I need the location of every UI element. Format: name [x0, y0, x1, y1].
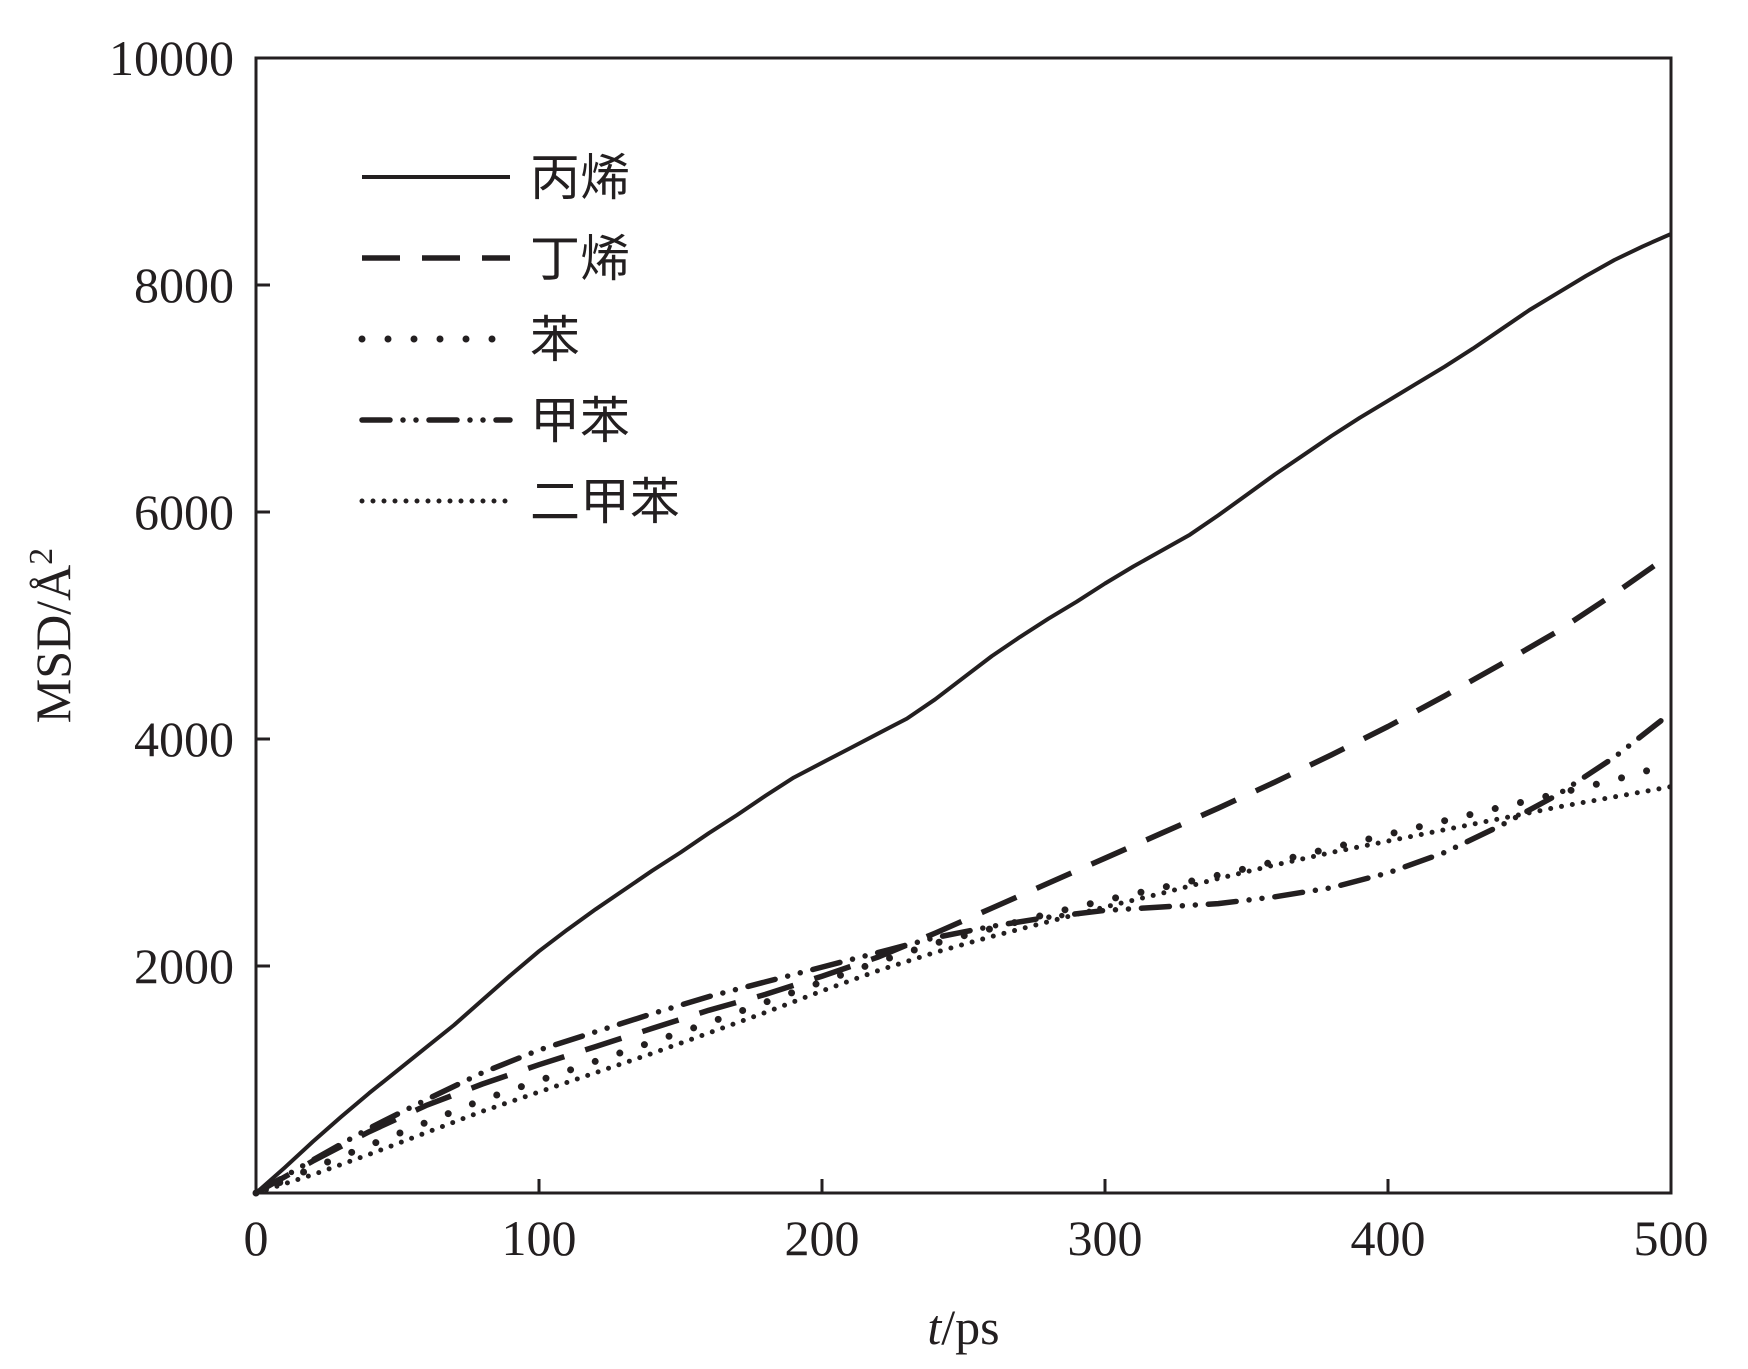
x-tick-label-500: 500: [1634, 1210, 1709, 1266]
legend-label-2: 丁烯: [530, 230, 630, 288]
y-tick-label-10000: 10000: [109, 30, 234, 86]
x-tick-label-200: 200: [785, 1210, 860, 1266]
y-axis-label: MSD/Å2: [23, 548, 81, 723]
series-line-4: [253, 710, 1674, 1196]
legend-label-4: 甲苯: [530, 392, 630, 450]
x-axis-label: t/ps: [927, 1299, 999, 1355]
x-axis-label-unit: /ps: [941, 1299, 999, 1355]
y-tick-label-8000: 8000: [134, 257, 234, 313]
legend-label-5: 二甲苯: [530, 473, 680, 531]
x-tick-label-300: 300: [1068, 1210, 1143, 1266]
y-axis-label-superscript: 2: [23, 548, 60, 565]
x-tick-label-400: 400: [1351, 1210, 1426, 1266]
series-line-5: [253, 784, 1674, 1196]
series-line-2: [254, 551, 1673, 1196]
ticks-layer: [256, 283, 1390, 1193]
plot-frame: [254, 56, 1673, 1195]
y-tick-label-6000: 6000: [134, 484, 234, 540]
series-line-3: [252, 760, 1675, 1197]
x-axis-label-variable: t: [927, 1299, 942, 1355]
y-tick-label-4000: 4000: [134, 711, 234, 767]
series-layer: [252, 232, 1675, 1197]
legend-label-3: 苯: [530, 311, 580, 369]
series-line-1: [254, 232, 1672, 1195]
y-tick-label-2000: 2000: [134, 938, 234, 994]
x-tick-label-100: 100: [502, 1210, 577, 1266]
legend-label-1: 丙烯: [530, 149, 630, 207]
x-tick-label-0: 0: [244, 1210, 269, 1266]
tick-labels-layer: 0 100 200 300 400 500 2000 4000 6000 8000 10000: [109, 30, 1709, 1266]
y-axis-label-main: MSD/Å: [25, 565, 81, 723]
